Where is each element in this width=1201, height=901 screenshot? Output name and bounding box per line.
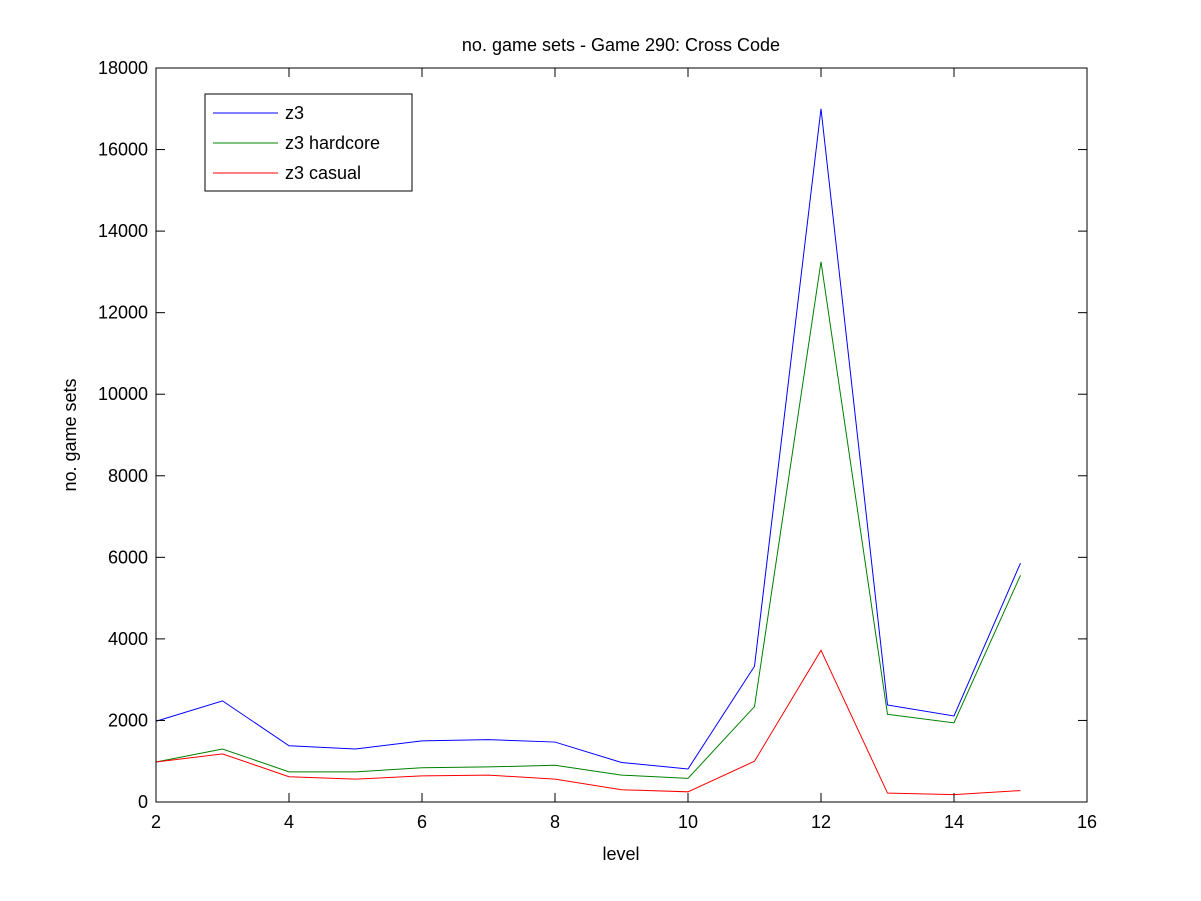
legend-label-2: z3 hardcore <box>285 133 380 153</box>
y-axis-ticks: 0 2000 4000 6000 8000 10000 12000 14000 16000 180… <box>98 58 1087 812</box>
legend: z3 z3 hardcore z3 casual <box>204 93 413 192</box>
y-tick-label: 10000 <box>98 384 148 404</box>
x-axis-ticks: 2 4 6 8 10 12 14 16 <box>151 68 1097 832</box>
plot-frame <box>155 67 1088 803</box>
x-tick-label: 4 <box>284 812 294 832</box>
x-tick-label: 8 <box>550 812 560 832</box>
legend-label-1: z3 <box>285 103 304 123</box>
y-tick-label: 12000 <box>98 303 148 323</box>
y-tick-label: 14000 <box>98 221 148 241</box>
x-tick-label: 14 <box>944 812 964 832</box>
y-tick-label: 6000 <box>108 547 148 567</box>
series-line-1 <box>155 108 1021 770</box>
y-tick-label: 0 <box>138 792 148 812</box>
y-tick-label: 4000 <box>108 629 148 649</box>
x-tick-label: 16 <box>1077 812 1097 832</box>
y-tick-label: 18000 <box>98 58 148 78</box>
y-axis-title: no. game sets <box>60 378 80 491</box>
y-tick-label: 8000 <box>108 466 148 486</box>
x-tick-label: 12 <box>811 812 831 832</box>
y-tick-label: 2000 <box>108 710 148 730</box>
chart-title: no. game sets - Game 290: Cross Code <box>462 35 780 55</box>
x-tick-label: 6 <box>417 812 427 832</box>
series-line-3 <box>155 649 1021 796</box>
legend-label-3: z3 casual <box>285 163 361 183</box>
series-line-2 <box>155 261 1021 779</box>
x-axis-title: level <box>602 844 639 864</box>
x-tick-label: 2 <box>151 812 161 832</box>
x-tick-label: 10 <box>678 812 698 832</box>
y-tick-label: 16000 <box>98 140 148 160</box>
series-layer <box>155 108 1021 796</box>
